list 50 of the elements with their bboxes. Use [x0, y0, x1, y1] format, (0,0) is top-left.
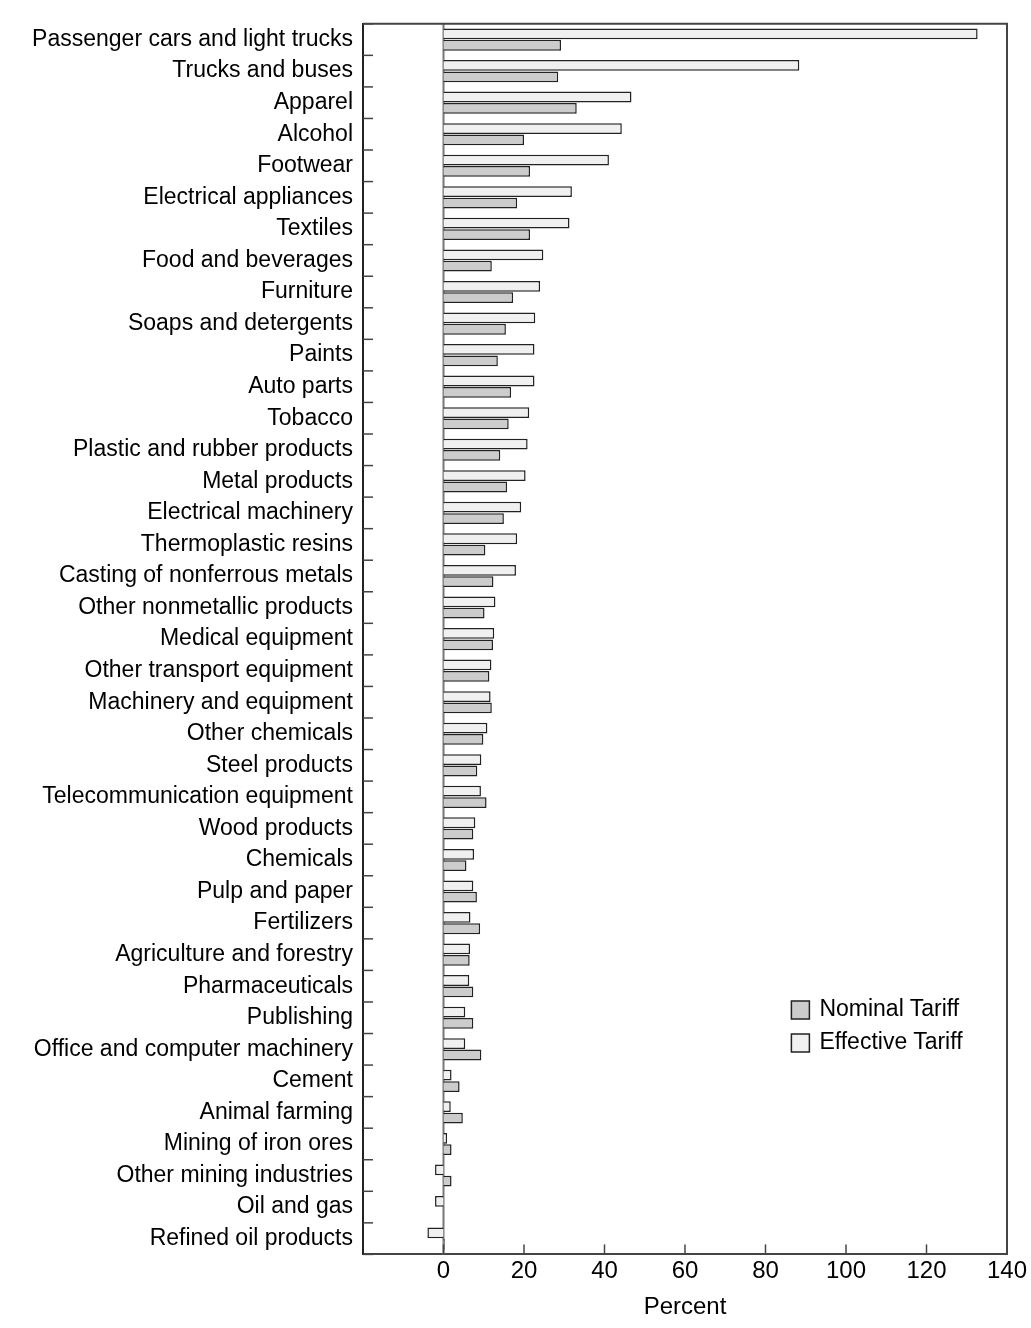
y-tick-label: Cement [272, 1066, 354, 1093]
y-tick-label: Other chemicals [186, 719, 353, 746]
y-tick-label: Metal products [202, 466, 353, 493]
y-tick-label: Office and computer machinery [33, 1034, 354, 1061]
legend-label: Nominal Tariff [819, 995, 960, 1022]
y-tick-label: Plastic and rubber products [73, 435, 353, 462]
y-tick-label: Furniture [260, 277, 353, 304]
y-tick-label: Refined oil products [149, 1223, 353, 1250]
y-tick-label: Agriculture and forestry [115, 939, 354, 966]
y-tick-label: Animal farming [199, 1097, 353, 1124]
x-tick-label: 60 [671, 1256, 699, 1284]
y-tick-label: Alcohol [277, 119, 353, 146]
y-tick-label: Apparel [273, 88, 353, 115]
y-tick-label: Food and beverages [142, 245, 353, 272]
y-tick-label: Thermoplastic resins [140, 529, 353, 556]
x-tick-label: 140 [986, 1256, 1028, 1284]
y-tick-label: Other transport equipment [84, 656, 354, 682]
y-tick-label: Casting of nonferrous metals [58, 561, 353, 588]
y-tick-label: Other nonmetallic products [78, 592, 353, 619]
y-tick-label: Machinery and equipment [88, 687, 354, 714]
y-tick-label: Publishing [246, 1003, 353, 1030]
x-tick-label: 0 [436, 1256, 451, 1284]
y-tick-label: Wood products [198, 813, 353, 840]
x-tick-label: 100 [825, 1256, 867, 1284]
y-tick-label: Footwear [257, 151, 354, 178]
y-tick-label: Fertilizers [253, 908, 353, 935]
y-tick-label: Tobacco [267, 403, 353, 430]
y-tick-label: Paints [289, 340, 353, 367]
y-tick-label: Soaps and detergents [127, 308, 353, 335]
y-tick-label: Electrical machinery [147, 498, 354, 525]
y-tick-label: Electrical appliances [143, 182, 353, 209]
y-tick-label: Textiles [276, 214, 353, 241]
y-tick-label: Passenger cars and light trucks [32, 24, 353, 51]
x-tick-label: 120 [906, 1256, 947, 1284]
x-axis-title: Percent [643, 1292, 727, 1320]
x-tick-label: 80 [752, 1256, 779, 1284]
y-tick-label: Chemicals [245, 845, 353, 872]
y-tick-label: Oil and gas [236, 1192, 353, 1219]
y-tick-label: Other mining industries [116, 1160, 353, 1187]
y-tick-label: Pharmaceuticals [182, 971, 353, 998]
y-tick-label: Medical equipment [159, 624, 354, 651]
x-tick-label: 20 [510, 1256, 538, 1284]
x-tick-label: 40 [591, 1256, 618, 1284]
y-tick-label: Telecommunication equipment [42, 782, 354, 809]
y-tick-label: Pulp and paper [196, 876, 354, 903]
y-tick-label: Mining of iron ores [163, 1129, 353, 1156]
y-tick-label: Trucks and buses [172, 56, 353, 83]
y-tick-label: Auto parts [248, 372, 353, 399]
y-tick-label: Steel products [205, 750, 353, 777]
legend-label: Effective Tariff [819, 1028, 964, 1055]
